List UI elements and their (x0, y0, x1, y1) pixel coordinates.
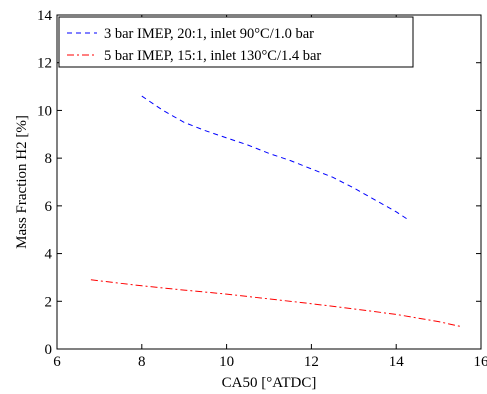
plot-frame (56, 14, 482, 350)
legend-label-series-1: 3 bar IMEP, 20:1, inlet 90°C/1.0 bar (104, 26, 314, 42)
x-tick-label: 10 (219, 354, 234, 370)
y-tick-label: 4 (45, 247, 53, 263)
x-tick-label: 16 (474, 354, 487, 370)
y-tick-label: 12 (37, 56, 52, 72)
y-tick-label: 0 (45, 342, 53, 358)
series-line-1 (141, 95, 410, 221)
y-tick-label: 14 (37, 8, 53, 24)
y-tick-label: 2 (45, 294, 53, 310)
x-tick-label: 14 (389, 354, 405, 370)
y-axis-label: Mass Fraction H2 [%] (14, 115, 30, 249)
y-tick-label: 6 (45, 199, 53, 215)
y-tick-label: 8 (45, 151, 53, 167)
series-layer (90, 95, 460, 327)
x-axis-label: CA50 [°ATDC] (222, 375, 317, 391)
legend-box (58, 16, 414, 68)
plot-area (57, 15, 481, 349)
legend-label-series-2: 5 bar IMEP, 15:1, inlet 130°C/1.4 bar (104, 48, 321, 64)
x-tick-label: 8 (138, 354, 146, 370)
y-tick-label: 10 (37, 103, 52, 119)
ticks-layer: 6 8 10 12 14 16 0 2 4 6 8 10 12 14 (37, 8, 487, 370)
x-tick-label: 6 (53, 354, 61, 370)
series-line-2 (90, 279, 460, 327)
x-tick-label: 12 (304, 354, 319, 370)
legend: 3 bar IMEP, 20:1, inlet 90°C/1.0 bar 5 b… (58, 16, 414, 68)
